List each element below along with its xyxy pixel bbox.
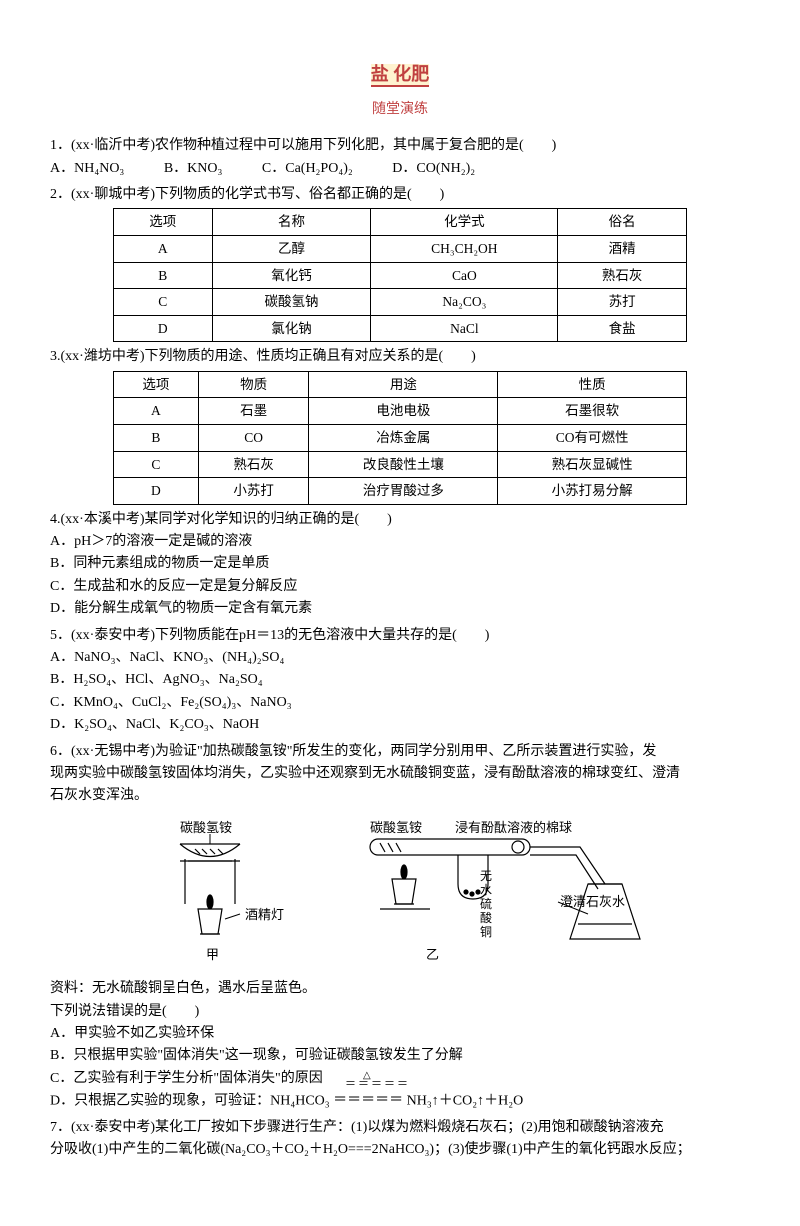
question-5: 5．(xx·泰安中考)下列物质能在pH＝13的无色溶液中大量共存的是( ) A．… (50, 625, 750, 737)
label-a3: 甲 (206, 947, 219, 962)
q7-l2: 分吸收(1)中产生的二氧化碳(Na₂CO₃＋CO₂＋H₂O===2NaHCO₃)… (50, 1139, 750, 1161)
q2-h0: 选项 (114, 209, 213, 236)
q5-opt-b: B．H₂SO₄、HCl、AgNO₃、Na₂SO₄ (50, 669, 750, 691)
q6-d-pre: D．只根据乙实验的现象，可验证：NH₄HCO₃ (50, 1094, 330, 1109)
label-b1: 碳酸氢铵 (370, 820, 422, 835)
question-4: 4.(xx·本溪中考)某同学对化学知识的归纳正确的是( ) A．pH＞7的溶液一… (50, 509, 750, 621)
q3-h3: 性质 (498, 371, 687, 398)
label-b3-2: 水 (480, 883, 492, 897)
q4-opt-d: D．能分解生成氧气的物质一定含有氧元素 (50, 598, 750, 620)
table-row: A石墨电池电极石墨很软 (114, 398, 687, 425)
label-b3-1: 无 (480, 869, 492, 883)
q2-h3: 俗名 (558, 209, 687, 236)
q4-stem: 4.(xx·本溪中考)某同学对化学知识的归纳正确的是( ) (50, 509, 750, 531)
q3-h2: 用途 (309, 371, 498, 398)
q1-opt-d: D．CO(NH₂)₂ (392, 158, 475, 180)
page-title: 盐 化肥 (50, 60, 750, 89)
q4-opt-c: C．生成盐和水的反应一定是复分解反应 (50, 576, 750, 598)
label-b2: 浸有酚酞溶液的棉球 (455, 820, 572, 835)
q1-opt-c: C．Ca(H₂PO₄)₂ (262, 158, 353, 180)
q3-h1: 物质 (198, 371, 309, 398)
q2-stem: 2．(xx·聊城中考)下列物质的化学式书写、俗名都正确的是( ) (50, 184, 750, 206)
q7-l1: 7．(xx·泰安中考)某化工厂按如下步骤进行生产：(1)以煤为燃料煅烧石灰石；(… (50, 1117, 750, 1139)
q5-opt-c: C．KMnO₄、CuCl₂、Fe₂(SO₄)₃、NaNO₃ (50, 692, 750, 714)
q1-opt-a: A．NH₄NO₃ (50, 158, 124, 180)
label-b5: 乙 (426, 947, 439, 962)
label-b3-3: 硫 (480, 896, 492, 911)
q3-stem: 3.(xx·潍坊中考)下列物质的用途、性质均正确且有对应关系的是( ) (50, 346, 750, 368)
q6-diagram: 碳酸氢铵 酒精灯 甲 (50, 814, 750, 972)
q6-d-post: NH₃↑＋CO₂↑＋H₂O (407, 1094, 524, 1109)
q2-table: 选项 名称 化学式 俗名 A乙醇CH₃CH₂OH酒精 B氧化钙CaO熟石灰 C碳… (113, 208, 687, 342)
table-row: B氧化钙CaO熟石灰 (114, 262, 687, 289)
subtitle: 随堂演练 (50, 99, 750, 121)
table-row: 选项 名称 化学式 俗名 (114, 209, 687, 236)
q1-options: A．NH₄NO₃ B．KNO₃ C．Ca(H₂PO₄)₂ D．CO(NH₂)₂ (50, 158, 750, 180)
q5-opt-a: A．NaNO₃、NaCl、KNO₃、(NH₄)₂SO₄ (50, 647, 750, 669)
q2-h2: 化学式 (371, 209, 558, 236)
q6-opt-a: A．甲实验不如乙实验环保 (50, 1023, 750, 1045)
q2-h1: 名称 (212, 209, 371, 236)
apparatus-diagram: 碳酸氢铵 酒精灯 甲 (140, 814, 660, 964)
eq-top: ＝＝＝＝＝ (345, 1076, 410, 1094)
q4-opt-b: B．同种元素组成的物质一定是单质 (50, 553, 750, 575)
q3-table: 选项 物质 用途 性质 A石墨电池电极石墨很软 BCO冶炼金属CO有可燃性 C熟… (113, 371, 687, 505)
table-row: D氯化钠NaCl食盐 (114, 315, 687, 342)
table-row: C熟石灰改良酸性土壤熟石灰显碱性 (114, 451, 687, 478)
q4-opt-a: A．pH＞7的溶液一定是碱的溶液 (50, 531, 750, 553)
q1-opt-b: B．KNO₃ (164, 158, 223, 180)
question-6: 6．(xx·无锡中考)为验证"加热碳酸氢铵"所发生的变化，两同学分别用甲、乙所示… (50, 741, 750, 1113)
q6-opt-d: ＝＝＝＝＝ △ D．只根据乙实验的现象，可验证：NH₄HCO₃ ＝＝＝＝＝ NH… (50, 1090, 750, 1113)
label-a1: 碳酸氢铵 (180, 820, 232, 835)
q6-line3: 石灰水变浑浊。 (50, 785, 750, 807)
table-row: C碳酸氢钠Na₂CO₃苏打 (114, 289, 687, 316)
table-row: A乙醇CH₃CH₂OH酒精 (114, 235, 687, 262)
question-7: 7．(xx·泰安中考)某化工厂按如下步骤进行生产：(1)以煤为燃料煅烧石灰石；(… (50, 1117, 750, 1162)
q6-resource: 资料：无水硫酸铜呈白色，遇水后呈蓝色。 (50, 978, 750, 1000)
q5-stem: 5．(xx·泰安中考)下列物质能在pH＝13的无色溶液中大量共存的是( ) (50, 625, 750, 647)
question-2: 2．(xx·聊城中考)下列物质的化学式书写、俗名都正确的是( ) 选项 名称 化… (50, 184, 750, 342)
label-b3-5: 铜 (480, 924, 492, 939)
q6-line1: 6．(xx·无锡中考)为验证"加热碳酸氢铵"所发生的变化，两同学分别用甲、乙所示… (50, 741, 750, 763)
q3-h0: 选项 (114, 371, 199, 398)
title-text: 盐 化肥 (371, 64, 430, 87)
label-b3-4: 酸 (480, 910, 492, 925)
table-row: 选项 物质 用途 性质 (114, 371, 687, 398)
table-row: BCO冶炼金属CO有可燃性 (114, 424, 687, 451)
q6-opt-b: B．只根据甲实验"固体消失"这一现象，可验证碳酸氢铵发生了分解 (50, 1045, 750, 1067)
q6-ask: 下列说法错误的是( ) (50, 1001, 750, 1023)
label-a2: 酒精灯 (245, 907, 284, 922)
delta-icon: △ (363, 1068, 371, 1084)
q1-stem: 1．(xx·临沂中考)农作物种植过程中可以施用下列化肥，其中属于复合肥的是( ) (50, 135, 750, 157)
q6-line2: 现两实验中碳酸氢铵固体均消失，乙实验中还观察到无水硫酸铜变蓝，浸有酚酞溶液的棉球… (50, 763, 750, 785)
table-row: D小苏打治疗胃酸过多小苏打易分解 (114, 478, 687, 505)
question-3: 3.(xx·潍坊中考)下列物质的用途、性质均正确且有对应关系的是( ) 选项 物… (50, 346, 750, 504)
question-1: 1．(xx·临沂中考)农作物种植过程中可以施用下列化肥，其中属于复合肥的是( )… (50, 135, 750, 180)
q5-opt-d: D．K₂SO₄、NaCl、K₂CO₃、NaOH (50, 714, 750, 736)
